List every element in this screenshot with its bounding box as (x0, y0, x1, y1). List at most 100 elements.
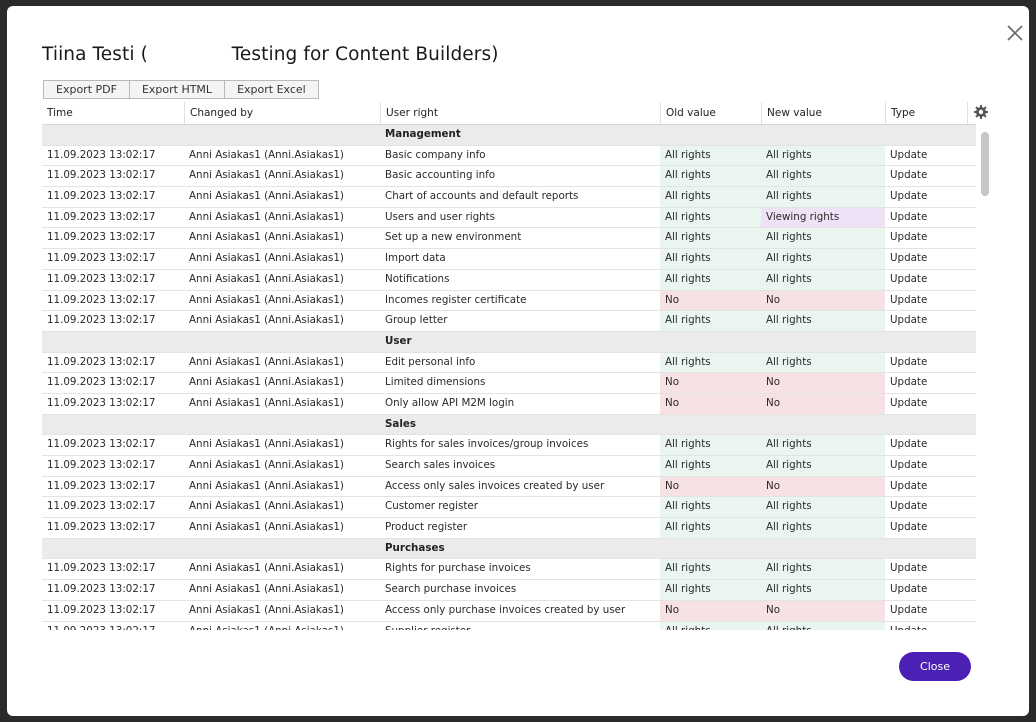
cell-user-right: Access only sales invoices created by us… (385, 479, 605, 492)
cell-time: 11.09.2023 13:02:17 (47, 603, 156, 616)
cell-new-value: All rights (761, 187, 885, 207)
table-row[interactable]: 11.09.2023 13:02:17 Anni Asiakas1 (Anni.A… (42, 435, 976, 456)
export-pdf-button[interactable]: Export PDF (43, 80, 130, 99)
cell-time: 11.09.2023 13:02:17 (47, 396, 156, 409)
table-row[interactable]: 11.09.2023 13:02:17 Anni Asiakas1 (Anni.A… (42, 580, 976, 601)
cell-new-value: All rights (761, 435, 885, 455)
column-header-user-right[interactable]: User right (380, 102, 660, 124)
cell-new-value: No (761, 290, 885, 311)
cell-changed-by: Anni Asiakas1 (Anni.Asiakas1) (189, 438, 344, 451)
cell-type: Update (890, 210, 928, 223)
rights-history-table: Time Changed by User right Old value New… (42, 102, 976, 630)
cell-old-value: All rights (660, 497, 761, 518)
cell-type: Update (890, 272, 928, 285)
cell-old-value: No (660, 393, 761, 414)
close-button[interactable]: Close (899, 652, 971, 681)
cell-old-value: All rights (660, 352, 761, 373)
cell-user-right: Search purchase invoices (385, 583, 517, 596)
cell-old-value: All rights (660, 187, 761, 207)
cell-changed-by: Anni Asiakas1 (Anni.Asiakas1) (189, 376, 344, 389)
cell-time: 11.09.2023 13:02:17 (47, 376, 156, 389)
cell-user-right: Set up a new environment (385, 231, 522, 244)
cell-time: 11.09.2023 13:02:17 (47, 210, 156, 223)
cell-old-value: All rights (660, 518, 761, 538)
cell-old-value: No (660, 476, 761, 497)
cell-time: 11.09.2023 13:02:17 (47, 438, 156, 451)
cell-new-value: All rights (761, 145, 885, 166)
cell-new-value: No (761, 393, 885, 414)
cell-changed-by: Anni Asiakas1 (Anni.Asiakas1) (189, 169, 344, 182)
column-header-new-value[interactable]: New value (761, 102, 885, 124)
cell-user-right: Import data (385, 252, 446, 265)
gear-icon[interactable] (973, 104, 989, 120)
column-header-type[interactable]: Type (885, 102, 967, 124)
cell-new-value: All rights (761, 621, 885, 630)
cell-old-value: No (660, 373, 761, 393)
cell-time: 11.09.2023 13:02:17 (47, 521, 156, 534)
cell-new-value: All rights (761, 580, 885, 600)
cell-changed-by: Anni Asiakas1 (Anni.Asiakas1) (184, 622, 380, 631)
group-header-row: User (42, 331, 976, 353)
close-icon[interactable] (1000, 18, 1029, 48)
cell-user-right: Supplier register (380, 622, 660, 631)
cell-user-right: Product register (385, 521, 468, 534)
cell-changed-by: Anni Asiakas1 (Anni.Asiakas1) (189, 355, 344, 368)
cell-new-value: No (761, 373, 885, 393)
column-header-changed-by[interactable]: Changed by (184, 102, 380, 124)
cell-user-right: Search sales invoices (385, 459, 496, 471)
cell-changed-by: Anni Asiakas1 (Anni.Asiakas1) (189, 148, 344, 161)
cell-time: 11.09.2023 13:02:17 (47, 190, 156, 203)
cell-new-value: All rights (761, 456, 885, 476)
cell-type: Update (890, 521, 928, 534)
user-rights-history-dialog: Tiina Testi ( Testing for Content Builde… (7, 6, 1029, 716)
cell-time: 11.09.2023 13:02:17 (47, 459, 156, 471)
cell-time: 11.09.2023 13:02:17 (47, 583, 156, 596)
cell-old-value: All rights (660, 269, 761, 290)
cell-changed-by: Anni Asiakas1 (Anni.Asiakas1) (189, 272, 344, 285)
cell-type: Update (890, 459, 928, 471)
export-excel-button[interactable]: Export Excel (224, 80, 319, 99)
group-header-label: User (385, 334, 412, 347)
export-html-button[interactable]: Export HTML (128, 80, 226, 99)
cell-new-value: No (761, 600, 885, 621)
cell-type: Update (890, 169, 928, 182)
table-row[interactable]: 11.09.2023 13:02:17 Anni Asiakas1 (Anni.A… (42, 373, 976, 394)
cell-old-value: All rights (660, 580, 761, 600)
cell-old-value: All rights (660, 145, 761, 166)
cell-type: Update (890, 190, 928, 203)
scrollbar-thumb[interactable] (981, 132, 989, 196)
table-scrollbar[interactable] (980, 126, 990, 631)
dialog-title: Tiina Testi ( Testing for Content Builde… (42, 44, 499, 65)
cell-user-right: Basic company info (385, 148, 486, 161)
column-header-old-value[interactable]: Old value (660, 102, 761, 124)
group-header-label: Management (385, 128, 461, 140)
cell-type: Update (890, 355, 928, 368)
cell-new-value: All rights (761, 497, 885, 518)
cell-old-value: All rights (660, 435, 761, 455)
column-header-time[interactable]: Time (47, 107, 73, 119)
cell-old-value: All rights (660, 311, 761, 331)
cell-new-value: All rights (761, 518, 885, 538)
cell-old-value: No (660, 290, 761, 311)
cell-time: 11.09.2023 13:02:17 (47, 562, 156, 575)
cell-changed-by: Anni Asiakas1 (Anni.Asiakas1) (189, 583, 344, 596)
cell-type: Update (890, 314, 928, 327)
